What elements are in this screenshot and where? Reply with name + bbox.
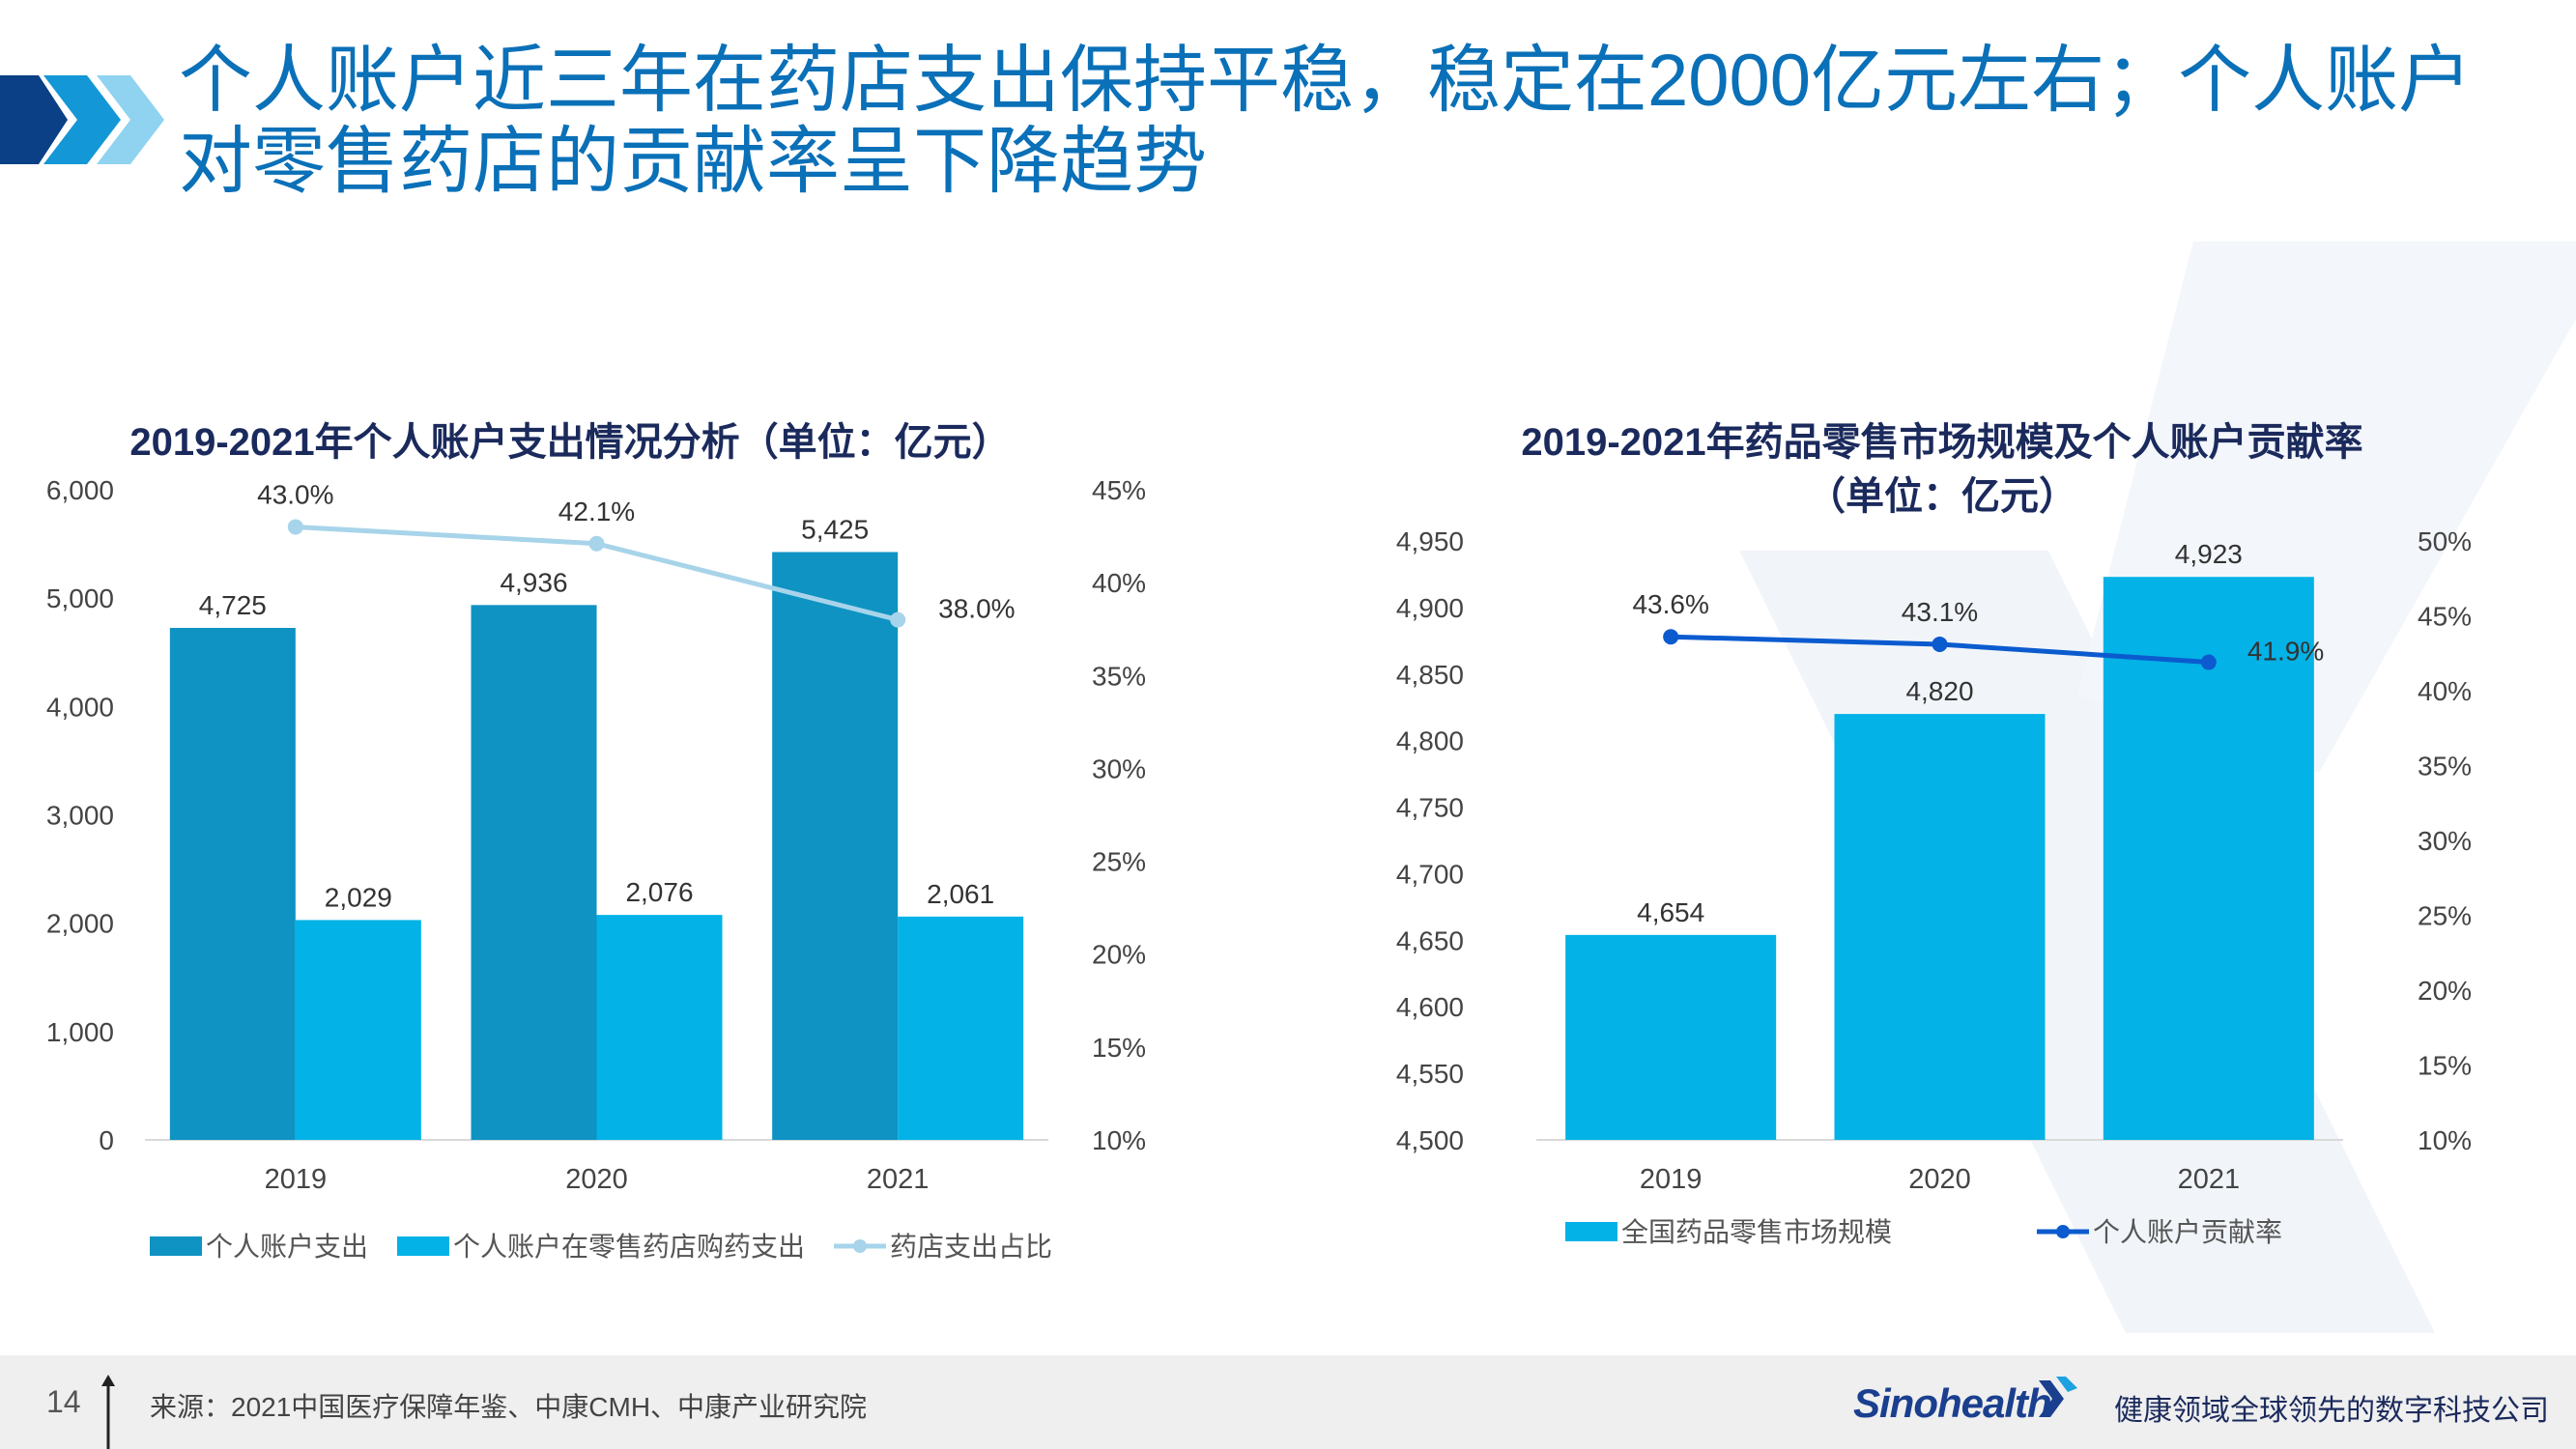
line-point bbox=[2200, 654, 2217, 670]
bar bbox=[471, 605, 597, 1140]
y-tick-label: 2,000 bbox=[46, 909, 114, 939]
y-tick-label: 0 bbox=[99, 1125, 114, 1155]
bar bbox=[596, 915, 723, 1140]
legend-label: 药店支出占比 bbox=[890, 1232, 1052, 1262]
page-number: 14 bbox=[46, 1384, 81, 1419]
y-tick-label: 4,700 bbox=[1396, 859, 1464, 889]
line-point bbox=[588, 535, 605, 552]
line-value-label: 41.9% bbox=[2247, 637, 2324, 667]
line-value-label: 38.0% bbox=[938, 594, 1015, 624]
legend-swatch bbox=[853, 1239, 867, 1253]
chart2-title-main: 2019-2021年药品零售市场规模及个人账户贡献率 bbox=[1521, 421, 2363, 464]
y2-tick-label: 35% bbox=[2418, 752, 2472, 781]
y-tick-label: 1,000 bbox=[46, 1017, 114, 1047]
legend-swatch bbox=[397, 1236, 449, 1256]
y2-tick-label: 50% bbox=[2418, 526, 2472, 556]
tagline: 健康领域全球领先的数字科技公司 bbox=[2114, 1395, 2549, 1427]
y-tick-label: 5,000 bbox=[46, 583, 114, 613]
bar-value-label: 2,029 bbox=[325, 882, 392, 912]
x-tick-label: 2020 bbox=[565, 1164, 628, 1195]
line-point bbox=[1932, 636, 1948, 652]
header-chevron-icon bbox=[0, 75, 164, 164]
bar-value-label: 4,820 bbox=[1905, 676, 1973, 706]
x-tick-label: 2021 bbox=[2178, 1164, 2241, 1195]
y2-tick-label: 15% bbox=[2418, 1051, 2472, 1081]
y-tick-label: 4,900 bbox=[1396, 593, 1464, 623]
x-tick-label: 2020 bbox=[1908, 1164, 1971, 1195]
y-tick-label: 4,000 bbox=[46, 692, 114, 722]
y2-tick-label: 15% bbox=[1092, 1033, 1146, 1063]
chart1-personal-account-spending: 0 1,000 2,000 3,000 4,000 5,000 6,000 10% 15% 20%… bbox=[46, 475, 1146, 1262]
y-tick-label: 4,850 bbox=[1396, 660, 1464, 690]
y-tick-label: 4,750 bbox=[1396, 793, 1464, 823]
bar-value-label: 4,936 bbox=[500, 567, 567, 597]
legend-label: 个人账户贡献率 bbox=[2093, 1217, 2282, 1247]
line-point bbox=[890, 611, 906, 628]
legend-swatch bbox=[1565, 1222, 1617, 1241]
line-value-label: 43.1% bbox=[1902, 597, 1978, 627]
legend-swatch bbox=[2056, 1225, 2070, 1238]
bar bbox=[1834, 714, 2046, 1140]
bar-value-label: 4,654 bbox=[1637, 897, 1704, 927]
chart2-title-subtitle: （单位：亿元） bbox=[1807, 475, 2077, 518]
chart1-title: 2019-2021年个人账户支出情况分析（单位：亿元） bbox=[129, 421, 1011, 464]
bar bbox=[169, 628, 296, 1140]
x-tick-label: 2019 bbox=[265, 1164, 328, 1195]
bar bbox=[772, 552, 899, 1140]
y2-tick-label: 20% bbox=[1092, 940, 1146, 970]
bar-value-label: 2,061 bbox=[927, 879, 994, 909]
y2-tick-label: 25% bbox=[2418, 901, 2472, 931]
y2-tick-label: 30% bbox=[1092, 753, 1146, 783]
legend-label: 全国药品零售市场规模 bbox=[1621, 1217, 1892, 1247]
y2-tick-label: 45% bbox=[2418, 602, 2472, 632]
source-note: 来源：2021中国医疗保障年鉴、中康CMH、中康产业研究院 bbox=[150, 1392, 868, 1422]
bar bbox=[898, 916, 1024, 1140]
brand-mark-icon bbox=[2039, 1377, 2077, 1417]
page-title: 个人账户近三年在药店支出保持平稳，稳定在2000亿元左右；个人账户对零售药店的贡… bbox=[179, 40, 2473, 203]
bar-value-label: 4,725 bbox=[199, 590, 267, 620]
y-tick-label: 6,000 bbox=[46, 475, 114, 505]
bar-value-label: 5,425 bbox=[801, 514, 869, 544]
y-tick-label: 4,650 bbox=[1396, 925, 1464, 955]
y2-tick-label: 10% bbox=[1092, 1125, 1146, 1155]
up-arrow-icon bbox=[101, 1375, 115, 1449]
y2-tick-label: 25% bbox=[1092, 847, 1146, 877]
y2-tick-label: 30% bbox=[2418, 826, 2472, 856]
line-point bbox=[1663, 629, 1679, 645]
y-tick-label: 4,800 bbox=[1396, 726, 1464, 756]
bar bbox=[2103, 577, 2314, 1140]
y2-tick-label: 45% bbox=[1092, 475, 1146, 505]
y2-tick-label: 40% bbox=[2418, 676, 2472, 706]
line-value-label: 42.1% bbox=[558, 497, 635, 526]
line-point bbox=[287, 519, 303, 535]
x-tick-label: 2021 bbox=[867, 1164, 930, 1195]
bar bbox=[1565, 934, 1777, 1140]
footer: 14 来源：2021中国医疗保障年鉴、中康CMH、中康产业研究院 Sinohea… bbox=[0, 1355, 2576, 1449]
y2-tick-label: 20% bbox=[2418, 976, 2472, 1006]
y-tick-label: 4,550 bbox=[1396, 1059, 1464, 1089]
y-tick-label: 3,000 bbox=[46, 801, 114, 831]
bar-value-label: 4,923 bbox=[2175, 539, 2243, 569]
y-tick-label: 4,950 bbox=[1396, 526, 1464, 556]
bar bbox=[295, 920, 421, 1140]
chart2-title: 2019-2021年药品零售市场规模及个人账户贡献率 （单位：亿元） bbox=[1449, 415, 2435, 524]
legend-label: 个人账户支出 bbox=[206, 1232, 368, 1262]
y2-tick-label: 10% bbox=[2418, 1125, 2472, 1155]
y2-tick-label: 35% bbox=[1092, 661, 1146, 691]
y-tick-label: 4,500 bbox=[1396, 1125, 1464, 1155]
brand-logo: Sinohealth bbox=[1853, 1380, 2052, 1426]
line-value-label: 43.6% bbox=[1632, 589, 1708, 619]
x-tick-label: 2019 bbox=[1640, 1164, 1703, 1195]
y2-tick-label: 40% bbox=[1092, 568, 1146, 598]
line-value-label: 43.0% bbox=[257, 479, 333, 509]
legend-swatch bbox=[150, 1236, 202, 1256]
legend-label: 个人账户在零售药店购药支出 bbox=[453, 1232, 805, 1262]
bar-value-label: 2,076 bbox=[625, 877, 693, 907]
chart2-retail-market-size: 4,500 4,550 4,600 4,650 4,700 4,750 4,800 4,850… bbox=[1396, 526, 2472, 1247]
y-tick-label: 4,600 bbox=[1396, 992, 1464, 1022]
